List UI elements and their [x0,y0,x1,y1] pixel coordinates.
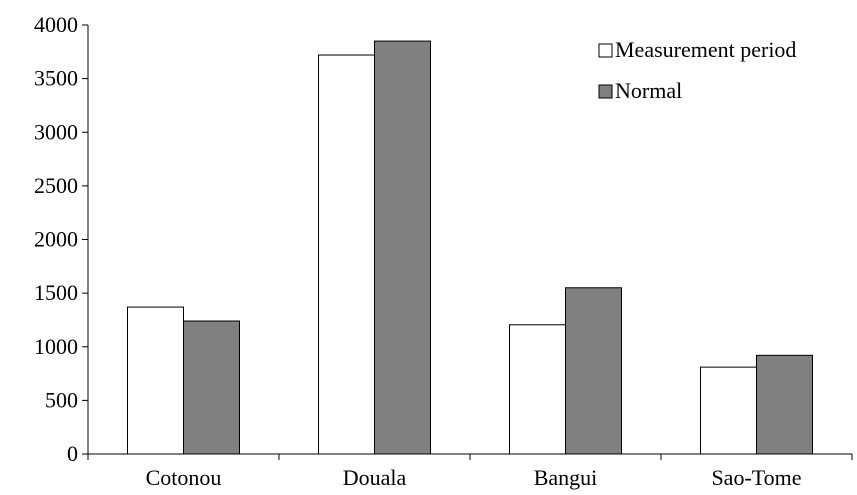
bar-measurement-period-sao-tome [700,366,757,455]
x-category-label-douala: Douala [343,465,407,490]
bar-normal-bangui [565,287,622,455]
y-tick-label: 3500 [34,66,78,91]
y-tick-label: 4000 [34,12,78,37]
bar-normal-douala [374,40,431,455]
bar-measurement-period-bangui [509,324,566,455]
y-ticks-group: 0 500 1000 1500 2000 2500 3000 3500 4000 [34,12,88,466]
y-tick-label: 500 [45,387,78,412]
x-category-label-sao-tome: Sao-Tome [711,465,801,490]
x-ticks-group: Cotonou Douala Bangui Sao-Tome [87,454,853,490]
y-tick-label: 2500 [34,173,78,198]
legend-swatch-normal [598,84,613,99]
y-tick-label: 1500 [34,280,78,305]
legend: Measurement period Normal [598,37,796,103]
legend-label-measurement-period: Measurement period [615,37,796,62]
bars-group [127,40,813,455]
bar-normal-cotonou [183,320,240,455]
legend-label-normal: Normal [615,78,682,103]
y-tick-label: 1000 [34,334,78,359]
bar-measurement-period-cotonou [127,306,184,455]
y-tick-label: 3000 [34,119,78,144]
x-category-label-cotonou: Cotonou [146,465,222,490]
x-category-label-bangui: Bangui [534,465,598,490]
bar-measurement-period-douala [318,54,375,455]
y-tick-label: 2000 [34,227,78,252]
y-tick-label: 0 [67,441,78,466]
legend-swatch-measurement-period [598,43,613,58]
bar-normal-sao-tome [756,354,813,455]
